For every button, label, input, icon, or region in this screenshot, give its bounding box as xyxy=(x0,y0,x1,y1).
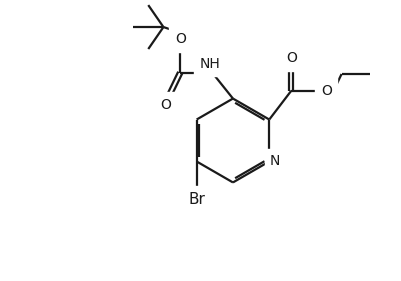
Text: NH: NH xyxy=(199,57,220,71)
Text: O: O xyxy=(320,84,331,98)
Text: O: O xyxy=(160,98,171,112)
Text: O: O xyxy=(174,32,185,46)
Text: O: O xyxy=(285,51,296,65)
Text: Br: Br xyxy=(188,192,205,207)
Text: N: N xyxy=(269,155,280,169)
